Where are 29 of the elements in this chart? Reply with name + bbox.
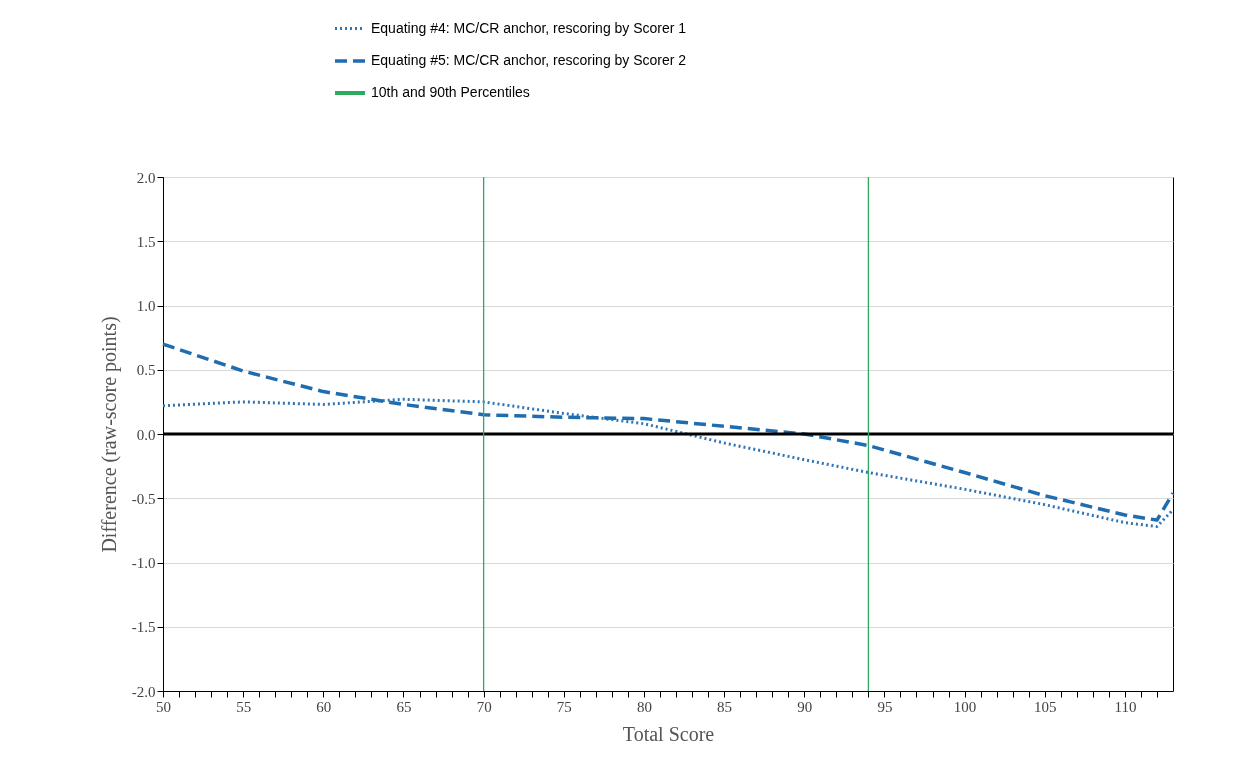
y-tick-label: -1.5 xyxy=(131,619,156,636)
y-tick-label: 2.0 xyxy=(136,169,156,186)
y-axis-title: Difference (raw-score points) xyxy=(97,316,121,553)
y-tick-label: 1.5 xyxy=(136,233,156,250)
x-tick-label: 55 xyxy=(236,698,252,715)
legend-label: 10th and 90th Percentiles xyxy=(371,84,530,100)
y-tick-label: 0.5 xyxy=(136,362,156,379)
x-tick-label: 80 xyxy=(636,698,652,715)
y-tick-label: 0.0 xyxy=(136,426,156,443)
x-tick-label: 100 xyxy=(953,698,977,715)
y-tick-label: -0.5 xyxy=(131,490,156,507)
x-tick-label: 110 xyxy=(1114,698,1137,715)
legend-label: Equating #4: MC/CR anchor, rescoring by Scorer 1 xyxy=(371,19,687,36)
y-tick-label: -2.0 xyxy=(131,683,156,700)
x-tick-label: 90 xyxy=(797,698,813,715)
legend-label: Equating #5: MC/CR anchor, rescoring by Scorer 2 xyxy=(371,52,687,68)
line-series xyxy=(161,342,1175,522)
x-tick-label: 65 xyxy=(396,698,412,715)
y-tick-label: 1.0 xyxy=(136,298,156,314)
x-tick-label: 60 xyxy=(316,698,332,715)
x-axis-title: Total Score xyxy=(622,722,715,745)
x-tick-label: 50 xyxy=(156,698,171,715)
x-tick-label: 75 xyxy=(556,698,572,715)
x-tick-label: 85 xyxy=(717,698,733,715)
x-tick-label: 95 xyxy=(877,698,893,715)
y-tick-label: -1.0 xyxy=(131,555,156,571)
x-tick-label: 70 xyxy=(476,698,492,715)
x-tick-label: 105 xyxy=(1034,698,1057,715)
line-series xyxy=(161,397,1175,529)
